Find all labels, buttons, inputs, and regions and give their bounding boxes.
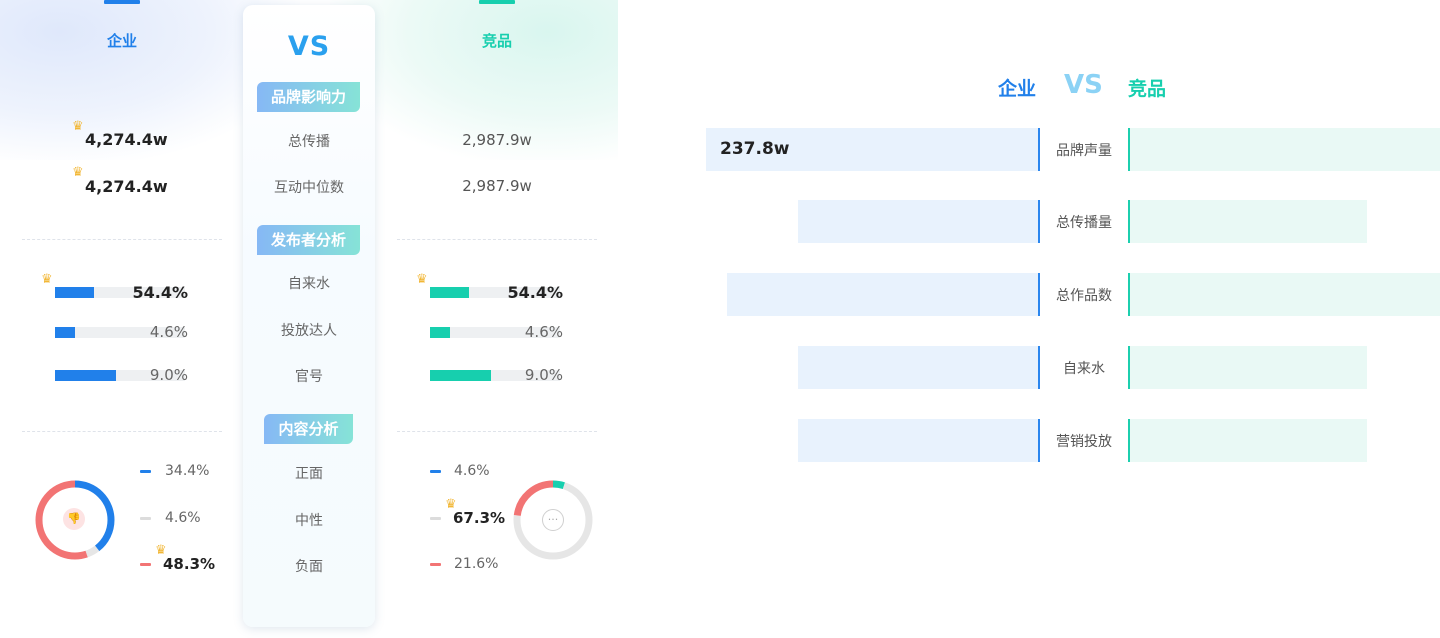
competitor-sentiment-donut bbox=[513, 480, 593, 560]
crown-icon: ♛ bbox=[41, 272, 53, 287]
enterprise-official-pct: 9.0% bbox=[149, 366, 188, 384]
vs-label: VS bbox=[287, 31, 331, 62]
butterfly-bar-competitor bbox=[1128, 128, 1440, 171]
competitor-total-spread: 2,987.9w bbox=[462, 131, 532, 149]
enterprise-sentiment-donut bbox=[35, 480, 115, 560]
metric-total-spread: 总传播 bbox=[288, 134, 330, 150]
section-title-brand-influence: 品牌影响力 bbox=[257, 82, 360, 112]
enterprise-organic-pct: 54.4% bbox=[132, 283, 188, 302]
legend-neutral-marker bbox=[430, 517, 441, 520]
competitor-paid-pct: 4.6% bbox=[524, 323, 563, 341]
enterprise-paid-bar-fill bbox=[55, 327, 75, 338]
butterfly-category-label: 营销投放 bbox=[1056, 434, 1112, 450]
section-divider bbox=[397, 431, 597, 432]
crown-icon: ♛ bbox=[416, 272, 428, 287]
thumbs-down-icon: 👎 bbox=[63, 508, 85, 530]
butterfly-category-label: 自来水 bbox=[1063, 361, 1105, 377]
competitor-header-bg bbox=[330, 0, 618, 160]
competitor-organic-pct: 54.4% bbox=[507, 283, 563, 302]
crown-icon: ♛ bbox=[72, 119, 84, 134]
section-divider bbox=[22, 239, 222, 240]
enterprise-official-bar-fill bbox=[55, 370, 116, 381]
butterfly-category-label: 总作品数 bbox=[1056, 288, 1112, 304]
butterfly-bar-enterprise bbox=[706, 128, 1040, 171]
competitor-neutral-pct: 67.3% bbox=[453, 509, 506, 527]
butterfly-bar-competitor bbox=[1128, 419, 1367, 462]
donut-neutral-arc bbox=[513, 480, 593, 560]
competitor-official-bar-fill bbox=[430, 370, 491, 381]
butterfly-data-label: 237.8w bbox=[720, 139, 790, 159]
legend-negative-marker bbox=[430, 563, 441, 566]
butterfly-category-label: 品牌声量 bbox=[1056, 143, 1112, 159]
butterfly-bar-competitor bbox=[1128, 273, 1440, 316]
enterprise-interaction-median: 4,274.4w bbox=[85, 177, 168, 196]
butterfly-bar-competitor bbox=[1128, 200, 1367, 243]
enterprise-official-bar bbox=[55, 370, 185, 381]
competitor-negative-pct: 21.6% bbox=[454, 556, 499, 572]
butterfly-chart-panel: 企业 VS 竞品 品牌声量 237.8w 总传播量总作品数自来水营销投放 bbox=[640, 0, 1440, 638]
metric-paid-influencer: 投放达人 bbox=[281, 323, 337, 339]
butterfly-right-title: 竞品 bbox=[1128, 78, 1167, 100]
neutral-chat-icon: ··· bbox=[542, 509, 564, 531]
enterprise-title[interactable]: 企业 bbox=[106, 32, 137, 50]
competitor-official-pct: 9.0% bbox=[524, 366, 563, 384]
donut-negative-arc bbox=[35, 480, 115, 560]
enterprise-organic-bar-fill bbox=[55, 287, 94, 298]
section-title-publisher-analysis: 发布者分析 bbox=[257, 225, 360, 255]
crown-icon: ♛ bbox=[445, 497, 457, 512]
donut-negative-arc bbox=[513, 480, 593, 560]
legend-positive-marker bbox=[430, 470, 441, 473]
butterfly-bar-enterprise bbox=[798, 346, 1040, 389]
competitor-paid-bar bbox=[430, 327, 560, 338]
butterfly-bar-enterprise bbox=[798, 200, 1040, 243]
enterprise-paid-pct: 4.6% bbox=[149, 323, 188, 341]
metric-organic: 自来水 bbox=[288, 276, 330, 292]
metric-category-card: VS 品牌影响力 总传播 互动中位数 发布者分析 自来水 投放达人 官号 内容分… bbox=[243, 5, 375, 627]
section-divider bbox=[22, 431, 222, 432]
enterprise-total-spread: 4,274.4w bbox=[85, 130, 168, 149]
crown-icon: ♛ bbox=[72, 165, 84, 180]
competitor-organic-bar bbox=[430, 287, 560, 298]
butterfly-bar-enterprise bbox=[798, 419, 1040, 462]
competitor-organic-bar-fill bbox=[430, 287, 469, 298]
competitor-paid-bar-fill bbox=[430, 327, 450, 338]
crown-icon: ♛ bbox=[155, 543, 167, 558]
butterfly-vs: VS bbox=[1064, 70, 1103, 100]
section-divider bbox=[397, 239, 597, 240]
metric-official-account: 官号 bbox=[295, 369, 323, 385]
comparison-panel: 企业 竞品 VS 品牌影响力 总传播 互动中位数 发布者分析 自来水 投放达人 … bbox=[0, 0, 618, 638]
butterfly-bar-competitor bbox=[1128, 346, 1367, 389]
legend-negative-marker bbox=[140, 563, 151, 566]
competitor-official-bar bbox=[430, 370, 560, 381]
enterprise-negative-pct: 48.3% bbox=[163, 555, 216, 573]
butterfly-left-title: 企业 bbox=[998, 78, 1037, 100]
competitor-tab-indicator bbox=[479, 0, 515, 4]
enterprise-positive-pct: 34.4% bbox=[165, 463, 210, 479]
butterfly-category-label: 总传播量 bbox=[1056, 215, 1112, 231]
metric-interaction-median: 互动中位数 bbox=[274, 180, 344, 196]
enterprise-neutral-pct: 4.6% bbox=[165, 510, 201, 526]
butterfly-chart: 品牌声量 237.8w 总传播量总作品数自来水营销投放 bbox=[640, 0, 1440, 638]
legend-positive-marker bbox=[140, 470, 151, 473]
enterprise-organic-bar bbox=[55, 287, 185, 298]
section-title-content-analysis: 内容分析 bbox=[264, 414, 353, 444]
legend-neutral-marker bbox=[140, 517, 151, 520]
competitor-positive-pct: 4.6% bbox=[454, 463, 490, 479]
competitor-interaction-median: 2,987.9w bbox=[462, 177, 532, 195]
butterfly-bar-enterprise bbox=[727, 273, 1040, 316]
enterprise-tab-indicator bbox=[104, 0, 140, 4]
metric-negative: 负面 bbox=[295, 559, 323, 575]
competitor-title[interactable]: 竞品 bbox=[481, 32, 512, 50]
metric-neutral: 中性 bbox=[295, 513, 323, 529]
metric-positive: 正面 bbox=[295, 466, 323, 482]
enterprise-paid-bar bbox=[55, 327, 185, 338]
